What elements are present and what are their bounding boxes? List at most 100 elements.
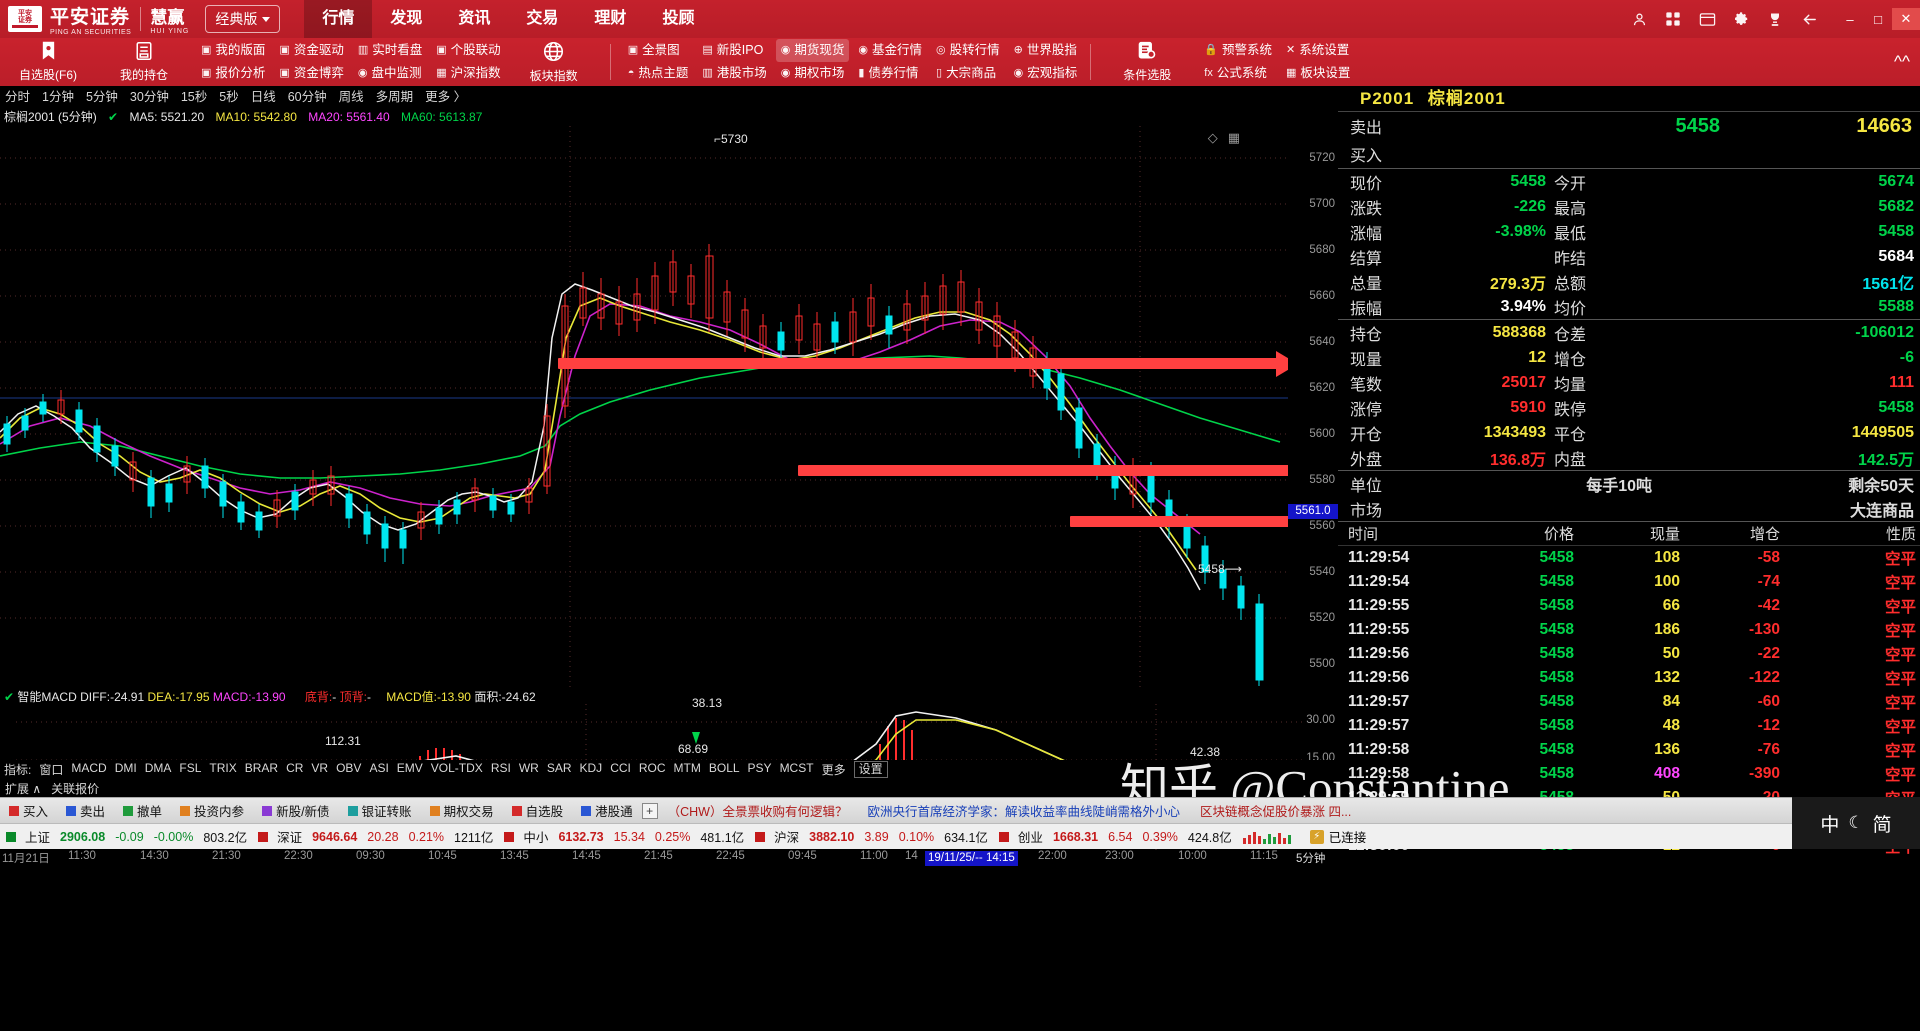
linked-quotes-button[interactable]: 关联报价 xyxy=(51,781,100,796)
news-ticker-3[interactable]: 区块链概念促股价暴涨 四... xyxy=(1199,805,1352,819)
period-option-9[interactable]: 多周期 xyxy=(375,90,414,104)
toolbar-item-world-index[interactable]: ⊕ 世界股指 xyxy=(1009,39,1083,62)
news-ticker-2[interactable]: 欧洲央行首席经济学家：解读收益率曲线陡峭需格外小心 xyxy=(867,805,1180,819)
toolbar-item-capital-drive[interactable]: ▣ 资金驱动 xyxy=(274,39,348,62)
expand-toggle[interactable]: 扩展 ∧ xyxy=(5,781,42,796)
toolbar-item-realtime-watch[interactable]: ▥ 实时看盘 xyxy=(353,39,427,62)
index-quote-0[interactable]: 上证 2906.08 -0.09 -0.00% 803.2亿 xyxy=(0,827,252,846)
split-view-icon[interactable]: ▦ xyxy=(1227,130,1240,145)
table-row[interactable]: 11:29:56 5458 50 -22 空平 xyxy=(1338,642,1920,666)
period-option-0[interactable]: 分时 xyxy=(5,90,31,104)
indicator-item-9[interactable]: ASI xyxy=(369,761,389,775)
back-arrow-icon[interactable] xyxy=(1792,5,1826,33)
toolbar-button-positions[interactable]: 我的持仓 xyxy=(96,38,192,86)
table-row[interactable]: 11:29:57 5458 84 -60 空平 xyxy=(1338,690,1920,714)
indicator-item-17[interactable]: ROC xyxy=(638,761,666,775)
indicator-item-10[interactable]: EMV xyxy=(396,761,423,775)
nav-tab-4[interactable]: 理财 xyxy=(594,10,627,27)
candlestick-pane[interactable]: ⌐5730 5458⟶ ◇ ▦ xyxy=(0,126,1288,688)
indicator-item-19[interactable]: BOLL xyxy=(708,761,740,775)
toolbar-item-panorama[interactable]: ▣ 全景图 xyxy=(623,39,694,62)
toolbar-item-stock-linkage[interactable]: ▣ 个股联动 xyxy=(431,39,505,62)
indicator-item-0[interactable]: MACD xyxy=(71,761,107,775)
indicator-item-6[interactable]: CR xyxy=(286,761,304,775)
ime-indicator[interactable]: 中 ☾ 简 xyxy=(1792,797,1920,849)
indicator-item-15[interactable]: KDJ xyxy=(579,761,603,775)
toolbar-item-formula-system[interactable]: fx 公式系统 xyxy=(1199,62,1277,85)
grid-icon[interactable] xyxy=(1656,5,1690,33)
index-quote-3[interactable]: 沪深 3882.10 3.89 0.10% 634.1亿 xyxy=(749,827,993,846)
table-row[interactable]: 11:29:54 5458 100 -74 空平 xyxy=(1338,570,1920,594)
toolbar-item-panel-settings[interactable]: ▦ 板块设置 xyxy=(1281,62,1355,85)
period-option-5[interactable]: 5秒 xyxy=(219,90,239,104)
period-option-10[interactable]: 更多 〉 xyxy=(425,90,467,104)
toolbar-item-intraday-monitor[interactable]: ◉ 盘中监测 xyxy=(353,62,427,85)
table-row[interactable]: 11:29:57 5458 48 -12 空平 xyxy=(1338,714,1920,738)
toolbar-item-system-settings[interactable]: ✕ 系统设置 xyxy=(1281,39,1355,62)
toolbar-item-quote-analysis[interactable]: ▣ 报价分析 xyxy=(196,62,270,85)
bottom-button-1[interactable]: 卖出 xyxy=(57,798,114,824)
toolbar-item-options-market[interactable]: ◉ 期权市场 xyxy=(776,62,850,85)
indicator-item-3[interactable]: FSL xyxy=(179,761,202,775)
ime-language[interactable]: 中 xyxy=(1820,814,1840,836)
window-icon[interactable] xyxy=(1690,5,1724,33)
toolbar-item-hk-market[interactable]: ▥ 港股市场 xyxy=(697,62,771,85)
indicator-item-5[interactable]: BRAR xyxy=(244,761,279,775)
index-quote-2[interactable]: 中小 6132.73 15.34 0.25% 481.1亿 xyxy=(498,827,749,846)
news-ticker-1[interactable]: （CHW）全景票收购有何逻辑？ xyxy=(667,805,848,819)
indicator-item-18[interactable]: MTM xyxy=(673,761,701,775)
indicator-item-2[interactable]: DMA xyxy=(144,761,172,775)
indicator-item-20[interactable]: PSY xyxy=(747,761,772,775)
period-option-4[interactable]: 15秒 xyxy=(180,90,208,104)
ime-mode[interactable]: 简 xyxy=(1872,814,1892,836)
bottom-button-4[interactable]: 新股/新债 xyxy=(253,798,338,824)
toolbar-item-alert-system[interactable]: 🔒 预警系统 xyxy=(1199,39,1277,62)
toolbar-button-sector-index[interactable]: 板块指数 xyxy=(506,38,602,86)
toolbar-collapse-icon[interactable]: ^^ xyxy=(1894,52,1910,71)
diamond-icon[interactable]: ◇ xyxy=(1207,130,1218,145)
bottom-button-3[interactable]: 投资内参 xyxy=(171,798,253,824)
indicator-item-4[interactable]: TRIX xyxy=(209,761,237,775)
period-option-1[interactable]: 1分钟 xyxy=(42,90,74,104)
period-option-6[interactable]: 日线 xyxy=(250,90,276,104)
index-quote-1[interactable]: 深证 9646.64 20.28 0.21% 1211亿 xyxy=(252,827,498,846)
indicator-settings-button[interactable]: 设置 xyxy=(853,761,888,778)
toolbar-item-my-panel[interactable]: ▣ 我的版面 xyxy=(196,39,270,62)
toolbar-item-new-ipo[interactable]: ▤ 新股IPO xyxy=(697,39,771,62)
table-row[interactable]: 11:29:55 5458 186 -130 空平 xyxy=(1338,618,1920,642)
close-button[interactable]: ✕ xyxy=(1892,8,1920,30)
version-selector[interactable]: 经典版 xyxy=(205,5,281,33)
period-option-3[interactable]: 30分钟 xyxy=(129,90,169,104)
indicator-item-12[interactable]: RSI xyxy=(490,761,511,775)
bottom-button-5[interactable]: 银证转账 xyxy=(339,798,421,824)
toolbar-item-neeq-quotes[interactable]: ◎ 股转行情 xyxy=(931,39,1005,62)
gear-icon[interactable] xyxy=(1724,5,1758,33)
indicator-item-8[interactable]: OBV xyxy=(336,761,362,775)
toolbar-item-fund-quotes[interactable]: ◉ 基金行情 xyxy=(853,39,927,62)
table-row[interactable]: 11:29:58 5458 136 -76 空平 xyxy=(1338,738,1920,762)
indicator-item-14[interactable]: SAR xyxy=(546,761,572,775)
toolbar-item-bond-quotes[interactable]: ▮ 债券行情 xyxy=(853,62,927,85)
indicator-item-22[interactable]: 更多 xyxy=(821,763,846,777)
toolbar-item-futures-spot[interactable]: ◉ 期货现货 xyxy=(775,39,850,62)
nav-tab-0[interactable]: 行情 xyxy=(304,0,373,38)
nav-tab-3[interactable]: 交易 xyxy=(526,10,559,27)
indicator-item-16[interactable]: CCI xyxy=(610,761,631,775)
indicator-item-7[interactable]: VR xyxy=(311,761,329,775)
indicator-item-21[interactable]: MCST xyxy=(779,761,814,775)
bottom-button-2[interactable]: 撤单 xyxy=(114,798,171,824)
bottom-button-0[interactable]: 买入 xyxy=(0,798,57,824)
period-option-8[interactable]: 周线 xyxy=(338,90,364,104)
table-row[interactable]: 11:29:54 5458 108 -58 空平 xyxy=(1338,546,1920,570)
nav-tab-1[interactable]: 发现 xyxy=(390,10,423,27)
bottom-button-6[interactable]: 期权交易 xyxy=(421,798,503,824)
add-shortcut-button[interactable]: + xyxy=(641,802,658,819)
chart-area[interactable]: 棕榈2001 (5分钟) ✔ MA5: 5521.20 MA10: 5542.8… xyxy=(0,108,1338,866)
toolbar-item-macro-index[interactable]: ◉ 宏观指标 xyxy=(1009,62,1083,85)
nav-tab-5[interactable]: 投顾 xyxy=(662,10,695,27)
toolbar-item-capital-game[interactable]: ▣ 资金博弈 xyxy=(274,62,348,85)
table-row[interactable]: 11:29:58 5458 408 -390 空平 xyxy=(1338,762,1920,786)
user-icon[interactable] xyxy=(1622,5,1656,33)
indicator-item-13[interactable]: WR xyxy=(518,761,539,775)
bottom-button-8[interactable]: 港股通 xyxy=(572,798,642,824)
